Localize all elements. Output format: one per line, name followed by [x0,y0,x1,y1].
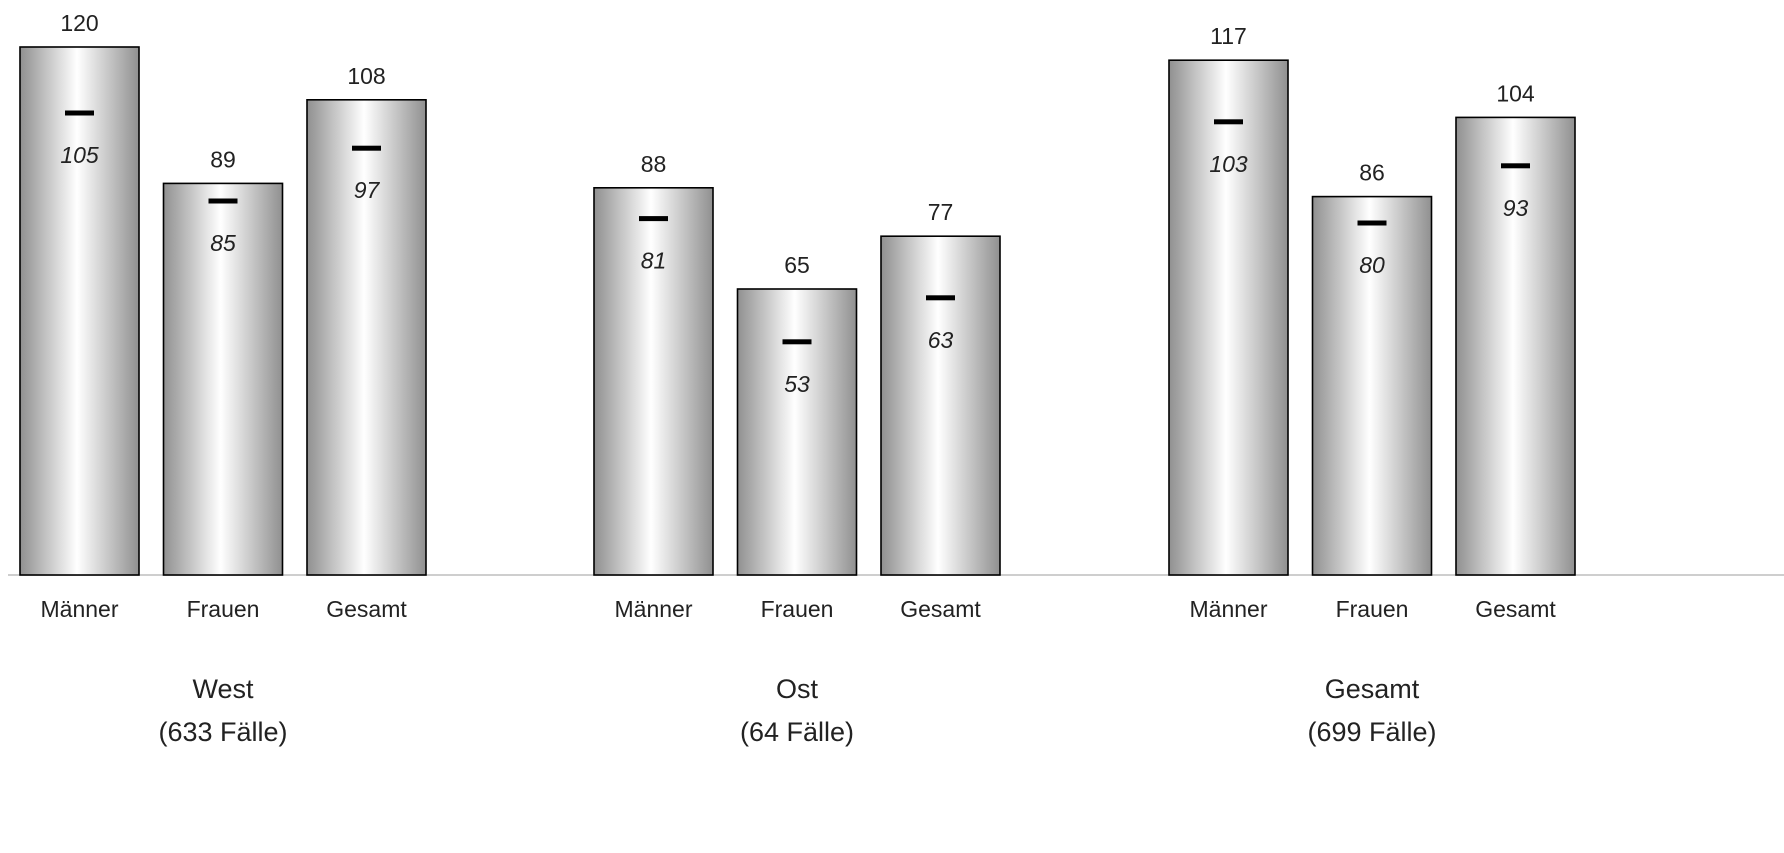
median-value-label: 53 [784,371,810,397]
bar-value-label: 65 [784,252,810,278]
median-marker [782,339,812,345]
group-label-title: Gesamt [1325,674,1420,704]
median-marker [208,198,238,204]
group-label-count: (64 Fälle) [740,717,854,747]
median-value-label: 80 [1359,252,1385,278]
median-marker [1501,163,1530,169]
category-label: Männer [1190,596,1268,622]
category-label: Gesamt [326,596,407,622]
median-value-label: 105 [60,142,99,168]
bar-value-label: 104 [1496,80,1535,106]
median-value-label: 97 [354,177,381,203]
bar [19,46,140,576]
group-label-title: West [192,674,254,704]
bar-value-label: 108 [347,63,385,89]
category-label: Frauen [761,596,834,622]
bar [593,187,714,576]
bar-value-label: 120 [60,10,98,36]
median-value-label: 93 [1503,195,1529,221]
median-value-label: 81 [641,248,667,274]
median-marker [639,216,668,222]
median-value-label: 85 [210,230,236,256]
category-label: Männer [615,596,693,622]
bar-value-label: 77 [928,199,954,225]
bar-value-label: 89 [210,146,236,172]
median-marker [65,110,94,116]
bar [736,288,858,576]
median-marker [1357,220,1387,226]
median-value-label: 63 [928,327,954,353]
bar-value-label: 86 [1359,160,1385,186]
bar-value-label: 117 [1210,23,1247,49]
median-marker [352,145,381,151]
group-label-title: Ost [776,674,819,704]
bar [306,99,427,576]
bar-value-label: 88 [641,151,667,177]
bar [1455,116,1576,576]
bars-layer: 120 105 Männer 89 85 Frauen 108 97 Gesamt West (63… [19,10,1576,747]
category-label: Gesamt [900,596,981,622]
category-label: Frauen [1336,596,1409,622]
bar [1311,195,1433,576]
category-label: Frauen [187,596,260,622]
bar [880,235,1001,576]
median-marker [926,295,955,301]
group-label-count: (633 Fälle) [158,717,287,747]
group-label-count: (699 Fälle) [1307,717,1436,747]
category-label: Männer [41,596,119,622]
median-marker [1214,119,1243,125]
bar [162,182,284,576]
median-value-label: 103 [1209,151,1248,177]
category-label: Gesamt [1475,596,1556,622]
bar [1168,59,1289,576]
